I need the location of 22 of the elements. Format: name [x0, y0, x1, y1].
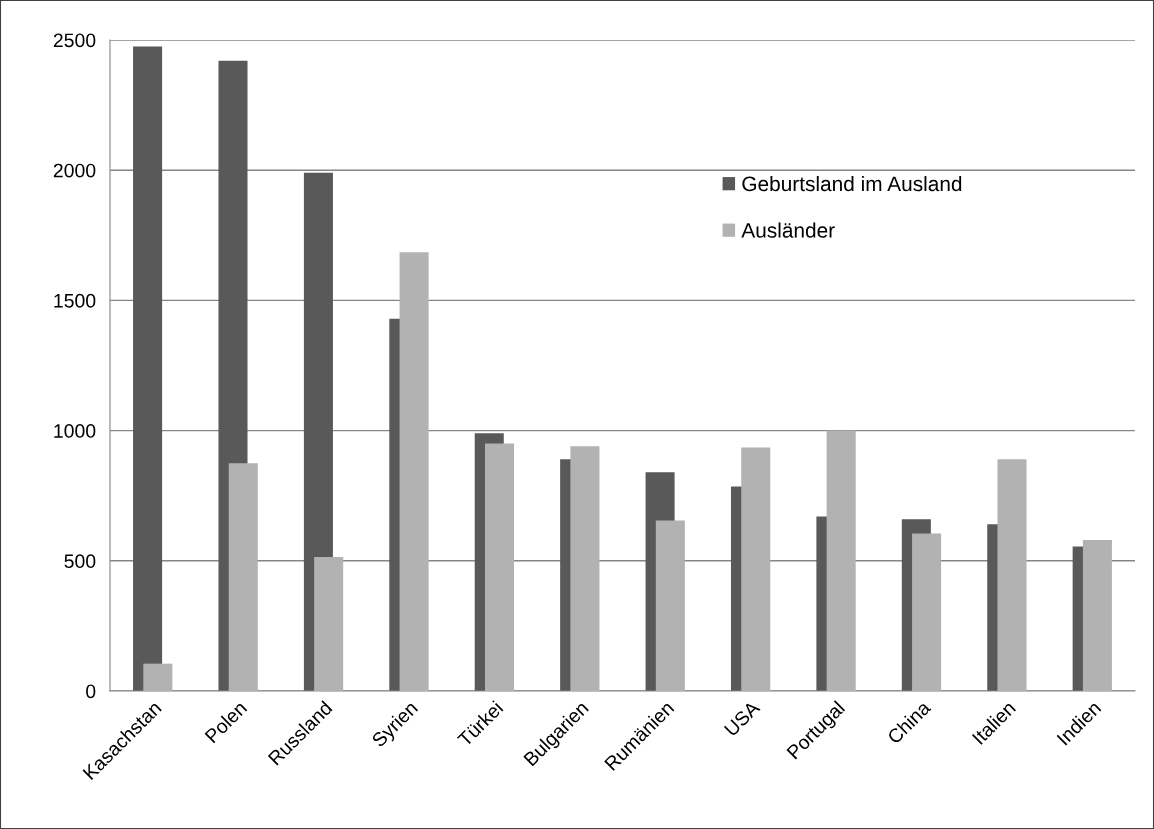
bar	[1082, 539, 1112, 691]
y-tick-label: 2000	[53, 163, 96, 178]
bar	[143, 663, 173, 691]
bar	[741, 447, 771, 691]
y-tick-label: 1000	[54, 424, 96, 438]
bar	[484, 443, 515, 691]
bar	[314, 556, 344, 691]
legend-label: Ausländer	[741, 222, 835, 238]
y-tick-label: 0	[86, 684, 96, 699]
bar	[655, 520, 685, 691]
y-tick-label: 500	[64, 554, 96, 569]
bar	[826, 430, 856, 691]
bar	[912, 533, 942, 691]
y-tick-label: 2500	[53, 33, 96, 48]
legend-label: Geburtsland im Ausland	[742, 175, 962, 192]
bar	[228, 463, 258, 691]
y-tick-label: 1500	[54, 293, 96, 308]
bar	[997, 459, 1027, 691]
bar	[399, 252, 429, 691]
bar	[570, 446, 600, 691]
bar	[133, 46, 163, 691]
x-tick-label: USA	[723, 699, 761, 737]
